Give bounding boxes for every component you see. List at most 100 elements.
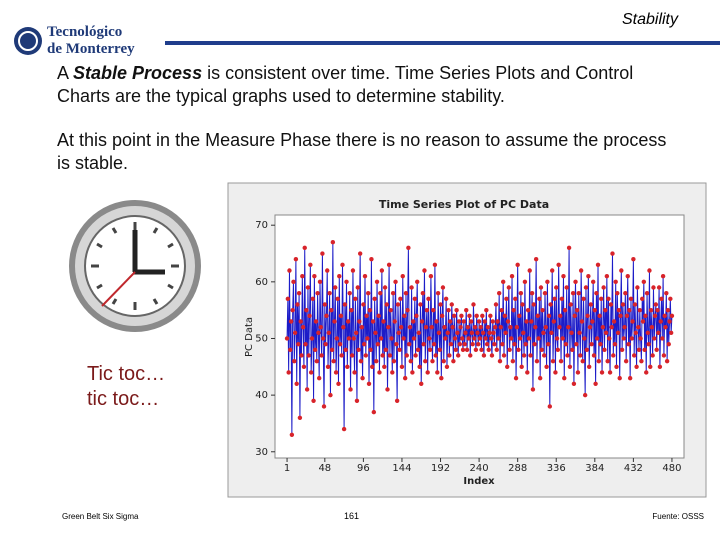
data-point bbox=[461, 319, 467, 324]
data-point bbox=[528, 353, 533, 358]
data-point bbox=[367, 307, 373, 313]
data-point bbox=[307, 313, 312, 319]
data-point bbox=[619, 347, 625, 353]
data-point bbox=[334, 336, 340, 341]
data-point bbox=[617, 375, 622, 381]
data-point bbox=[321, 336, 326, 341]
data-point bbox=[621, 336, 626, 341]
data-point bbox=[402, 313, 407, 319]
data-point bbox=[529, 290, 535, 296]
data-point bbox=[538, 285, 544, 290]
data-point bbox=[387, 353, 393, 358]
data-point bbox=[312, 273, 317, 279]
data-point bbox=[551, 319, 557, 324]
y-tick-label: 60 bbox=[255, 277, 268, 288]
data-point bbox=[586, 273, 591, 279]
data-point bbox=[518, 290, 524, 296]
data-point bbox=[388, 307, 393, 313]
data-point bbox=[578, 353, 583, 358]
data-point bbox=[625, 273, 630, 279]
data-point bbox=[634, 364, 639, 370]
data-point bbox=[489, 353, 495, 358]
caption: Tic toc… tic toc… bbox=[87, 362, 165, 412]
data-point bbox=[437, 347, 442, 353]
data-point bbox=[323, 341, 328, 347]
data-point bbox=[395, 302, 401, 307]
data-point bbox=[645, 330, 651, 336]
data-point bbox=[445, 330, 450, 336]
data-point bbox=[567, 364, 573, 370]
data-point bbox=[525, 307, 531, 313]
data-point bbox=[588, 302, 593, 307]
data-point bbox=[537, 296, 542, 302]
data-point bbox=[306, 353, 311, 358]
data-point bbox=[648, 307, 654, 313]
data-point bbox=[339, 353, 344, 358]
data-point bbox=[620, 302, 626, 307]
data-point bbox=[432, 262, 438, 268]
data-point bbox=[615, 290, 620, 296]
data-point bbox=[405, 307, 410, 313]
data-point bbox=[313, 319, 319, 324]
data-point bbox=[609, 324, 614, 330]
data-point bbox=[375, 341, 381, 347]
data-point bbox=[434, 319, 439, 324]
data-point bbox=[473, 347, 479, 353]
data-point bbox=[314, 358, 319, 364]
data-point bbox=[499, 307, 504, 313]
data-point bbox=[533, 324, 538, 330]
clock bbox=[69, 200, 201, 332]
data-point bbox=[308, 262, 313, 268]
data-point bbox=[365, 336, 370, 341]
data-point bbox=[636, 347, 642, 353]
data-point bbox=[546, 341, 551, 347]
data-point bbox=[667, 319, 672, 324]
data-point bbox=[559, 296, 565, 302]
data-point bbox=[354, 398, 360, 403]
data-point bbox=[541, 353, 547, 358]
x-tick-label: 144 bbox=[392, 463, 411, 474]
y-tick-label: 70 bbox=[255, 220, 268, 231]
data-point bbox=[563, 341, 569, 347]
data-point bbox=[669, 313, 675, 319]
data-point bbox=[593, 381, 598, 386]
data-point bbox=[297, 415, 303, 420]
data-point bbox=[521, 353, 527, 358]
data-point bbox=[355, 285, 360, 290]
data-point bbox=[429, 324, 434, 330]
data-point bbox=[286, 370, 291, 375]
data-point bbox=[364, 313, 369, 319]
data-point bbox=[648, 364, 653, 370]
data-point bbox=[506, 285, 512, 290]
caption-line: Tic toc… bbox=[87, 363, 166, 385]
data-point bbox=[448, 341, 454, 347]
data-point bbox=[289, 432, 295, 437]
data-point bbox=[423, 358, 428, 364]
data-point bbox=[516, 347, 521, 353]
data-point bbox=[412, 296, 418, 302]
data-point bbox=[361, 341, 367, 347]
x-tick-label: 240 bbox=[470, 463, 489, 474]
data-point bbox=[509, 336, 514, 341]
data-point bbox=[552, 296, 557, 302]
data-point bbox=[300, 324, 306, 330]
data-point bbox=[319, 353, 324, 358]
data-point bbox=[591, 279, 596, 285]
data-point bbox=[605, 358, 610, 364]
data-point bbox=[631, 256, 636, 262]
data-point bbox=[423, 324, 429, 330]
data-point bbox=[303, 341, 308, 347]
slide-title: Stability bbox=[621, 11, 678, 28]
data-point bbox=[524, 319, 529, 324]
data-point bbox=[611, 319, 617, 324]
data-point bbox=[564, 285, 569, 290]
data-point bbox=[357, 319, 362, 324]
data-point bbox=[581, 296, 586, 302]
data-point bbox=[517, 336, 523, 341]
data-point bbox=[562, 375, 567, 381]
data-point bbox=[380, 353, 385, 358]
data-point bbox=[599, 370, 605, 375]
data-point bbox=[613, 279, 618, 285]
data-point bbox=[510, 358, 516, 364]
